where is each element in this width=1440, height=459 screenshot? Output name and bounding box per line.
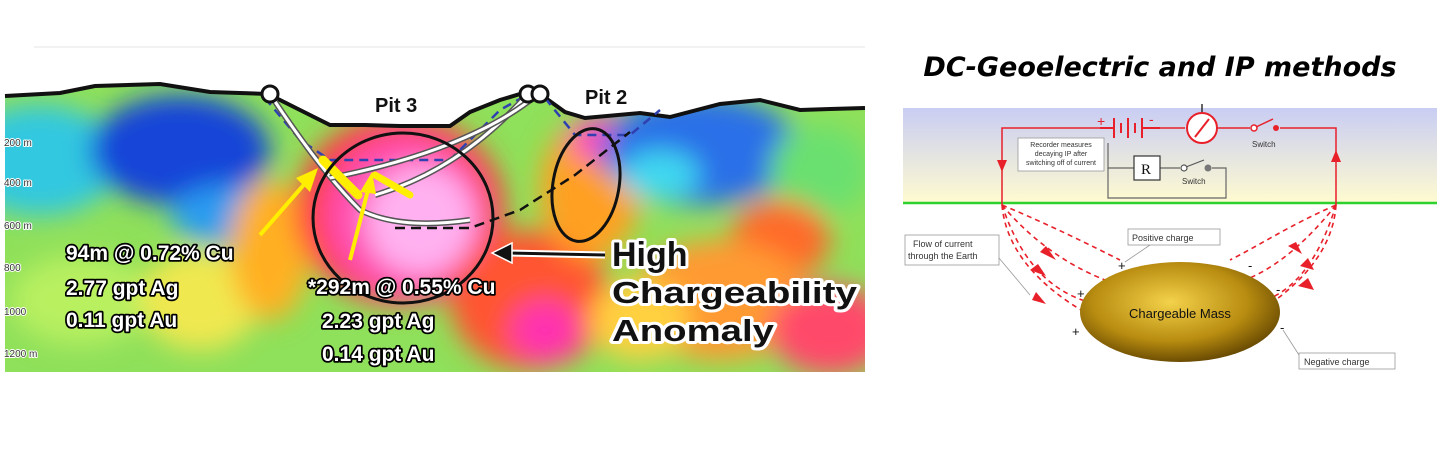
chargeable-mass	[1080, 262, 1280, 362]
minus-sign: -	[1280, 320, 1284, 335]
resistivity-colormap	[5, 84, 865, 372]
depth-label: 800	[4, 263, 21, 274]
depth-label: 200 m	[4, 138, 32, 149]
positive-charge-box	[1127, 228, 1221, 246]
minus-sign: -	[1248, 258, 1252, 273]
intercept-right-cu: *292m @ 0.55% Cu	[308, 276, 495, 299]
pit2-shell	[544, 97, 661, 137]
anomaly-arrow	[490, 241, 606, 265]
anomaly-label-1: High	[612, 236, 688, 274]
ip-method-diagram: DC-Geoelectric and IP methods	[880, 0, 1440, 454]
pit2-ellipse	[550, 127, 622, 243]
negative-charge-box	[1298, 352, 1396, 370]
resistor-box	[1133, 155, 1161, 181]
depth-label: 600 m	[4, 221, 32, 232]
recorder-circuit	[1107, 143, 1227, 199]
recorder-note-line: switching off of current	[1026, 160, 1096, 167]
flow-arrowheads	[1030, 242, 1314, 304]
anomaly-label-2: Chargeability	[612, 275, 858, 310]
plus-sign: +	[1072, 324, 1080, 339]
ip-schematic-svg: + - Switch R Switch	[903, 104, 1437, 370]
pit3-shell	[264, 94, 526, 162]
intercept-left-au: 0.11 gpt Au	[66, 309, 177, 332]
intercept-left-ag: 2.77 gpt Ag	[66, 277, 178, 300]
current-arrow-down	[997, 160, 1007, 172]
current-arrow-up	[1331, 150, 1341, 162]
chargeability-section: 200 m 400 m 600 m 800 1000 1200 m Pit 3 …	[3, 46, 866, 372]
intercept-right-au: 0.14 gpt Au	[322, 343, 434, 366]
resistor-label: R	[1141, 162, 1151, 178]
depth-label: 1000	[4, 307, 27, 318]
minus-sign: -	[1276, 282, 1280, 297]
pit3-label: Pit 3	[375, 95, 417, 117]
flow-note-leader	[998, 257, 1031, 296]
pit2-label: Pit 2	[585, 87, 627, 109]
switch-top-label: Switch	[1252, 140, 1276, 149]
negative-charge-leader	[1282, 329, 1300, 356]
recorder-note-line: Recorder measures	[1030, 142, 1092, 149]
collar-1	[260, 84, 280, 104]
intercept-right-ag: 2.23 gpt Ag	[322, 310, 434, 333]
yellow-arrows	[258, 168, 376, 261]
flow-note-line: Flow of current	[913, 239, 973, 249]
air-layer	[903, 108, 1437, 203]
top-switch-icon	[1250, 118, 1279, 132]
topography-line	[4, 81, 866, 128]
mass-label: Chargeable Mass	[1129, 306, 1231, 321]
depth-label: 400 m	[4, 178, 32, 189]
negative-charge-label: Negative charge	[1304, 357, 1370, 367]
plus-sign: +	[1118, 258, 1126, 273]
recorder-switch-icon	[1180, 159, 1212, 172]
drill-holes	[260, 84, 550, 227]
collar-3	[530, 84, 550, 104]
recorder-note-line: decaying IP after	[1035, 151, 1088, 158]
battery-minus: -	[1149, 111, 1154, 127]
meter-icon	[1186, 104, 1218, 144]
diagram-title: DC-Geoelectric and IP methods	[923, 52, 1397, 83]
intercept-left-cu: 94m @ 0.72% Cu	[66, 242, 234, 265]
flow-note-line: through the Earth	[908, 251, 978, 261]
battery-plus: +	[1097, 113, 1105, 129]
positive-charge-label: Positive charge	[1132, 233, 1194, 243]
fault-trace	[395, 131, 631, 230]
flow-note-box	[904, 234, 1000, 266]
positive-charge-leader	[1124, 244, 1151, 263]
depth-label: 1200 m	[4, 349, 37, 360]
anomaly-label-3: Anomaly	[612, 313, 775, 348]
switch-recorder-label: Switch	[1182, 177, 1206, 186]
section-svg: 200 m 400 m 600 m 800 1000 1200 m Pit 3 …	[3, 46, 866, 372]
recorder-note-box	[1017, 137, 1105, 172]
anomaly-circle	[311, 131, 495, 305]
battery-icon	[1100, 118, 1160, 138]
plus-sign: +	[1077, 286, 1085, 301]
main-circuit	[1001, 127, 1337, 205]
intercept-highlights	[318, 155, 414, 200]
